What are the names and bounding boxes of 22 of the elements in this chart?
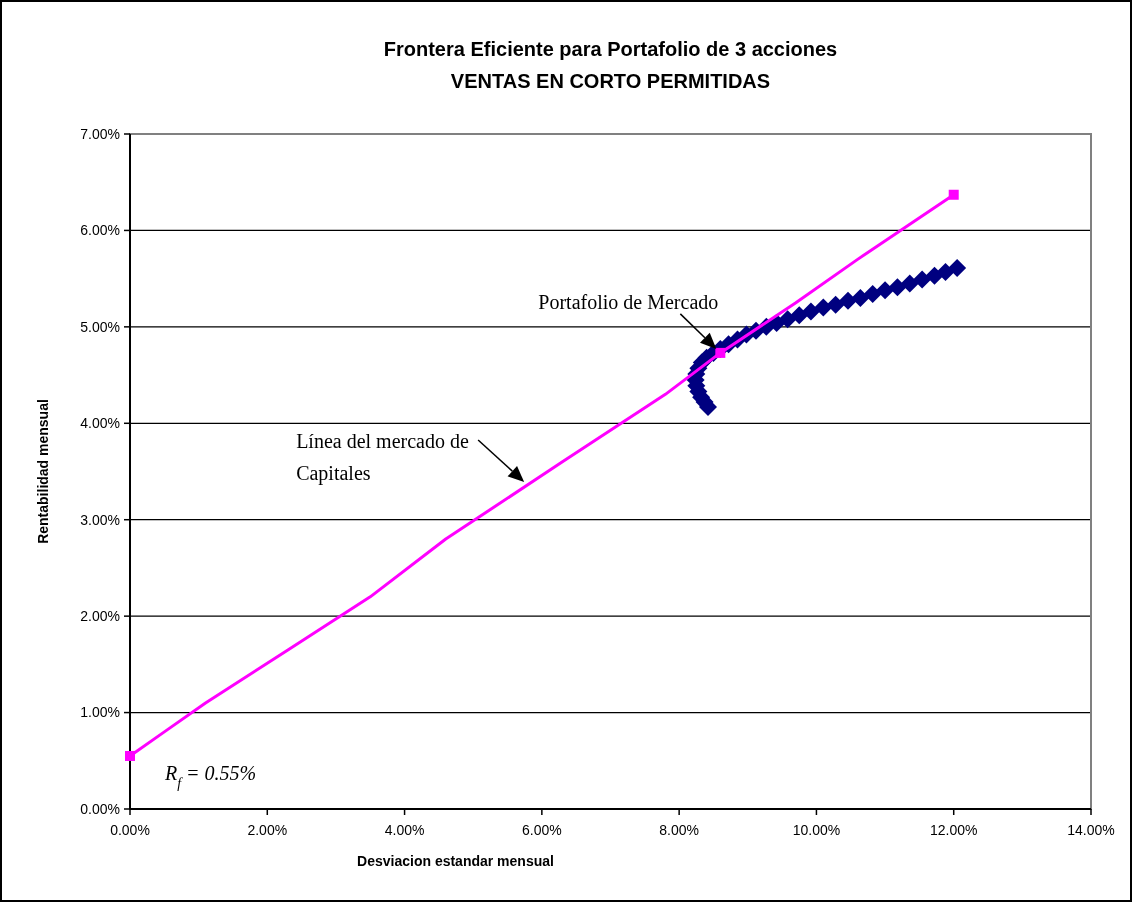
y-tick-label: 7.00% [80, 125, 120, 142]
y-tick-label: 4.00% [80, 415, 120, 432]
y-tick-label: 5.00% [80, 318, 120, 335]
annotation: Línea del mercado de Capitales [296, 429, 469, 485]
x-tick-label: 12.00% [929, 822, 978, 838]
x-tick-label: 4.00% [384, 822, 425, 838]
x-tick-label: 8.00% [659, 822, 699, 838]
x-tick-label: 2.00% [247, 822, 288, 838]
y-tick-label: 6.00% [80, 222, 120, 239]
y-tick-label: 2.00% [80, 608, 120, 625]
x-axis-title: Desviacion estandar mensual [357, 853, 554, 869]
y-tick-label: 0.00% [80, 800, 120, 817]
y-axis-title: Rentabilidad mensual [35, 399, 51, 544]
x-tick-label: 10.00% [792, 822, 841, 838]
x-tick-label: 14.00% [1067, 822, 1115, 838]
y-tick-label: 1.00% [80, 704, 120, 721]
y-tick-label: 3.00% [80, 511, 120, 528]
annotation: Portafolio de Mercado [538, 290, 719, 313]
chart-title: Frontera Eficiente para Portafolio de 3 acciones VENTAS EN CORTO PERMITIDAS [383, 38, 838, 92]
annotation: R$_{f}$ = 0.55% [164, 761, 257, 791]
x-tick-label: 6.00% [522, 822, 562, 838]
x-tick-label: 0.00% [110, 822, 150, 838]
